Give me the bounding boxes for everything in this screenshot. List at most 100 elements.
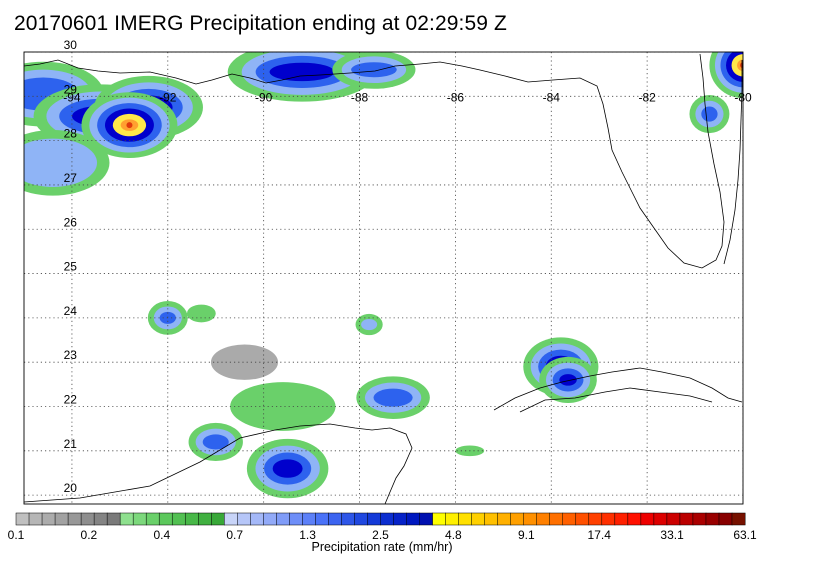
precip-cell — [332, 52, 416, 89]
colorbar-swatch — [705, 512, 720, 526]
colorbar-tick-label: 9.1 — [518, 528, 535, 542]
latitude-label: 20 — [64, 481, 78, 495]
precip-contour-darkblue — [559, 374, 577, 386]
colorbar-tick-label: 0.7 — [226, 528, 243, 542]
latitude-labels: 30 29 28 27 26 25 24 23 22 21 20 — [64, 38, 78, 495]
longitude-label: -92 — [159, 90, 177, 104]
colorbar-swatch — [614, 512, 629, 526]
precip-contour-blue — [373, 388, 413, 407]
latitude-label: 21 — [64, 437, 78, 451]
colorbar-swatch — [523, 512, 538, 526]
colorbar-swatch — [119, 512, 134, 526]
colorbar-swatch — [432, 512, 447, 526]
colorbar-swatch — [28, 512, 43, 526]
colorbar-swatch — [510, 512, 525, 526]
longitude-labels: -94 -92 -90 -88 -86 -84 -82 -80 — [63, 90, 752, 104]
colorbar-swatch — [171, 512, 186, 526]
colorbar-swatch — [250, 512, 264, 526]
colorbar-swatch — [132, 512, 147, 526]
colorbar-swatch — [588, 512, 603, 526]
precip-cell — [539, 356, 597, 403]
longitude-label: -90 — [255, 90, 273, 104]
precip-contour-blue — [351, 62, 397, 78]
colorbar-tick-label: 33.1 — [660, 528, 684, 542]
latitude-label: 26 — [64, 215, 78, 229]
colorbar-swatch — [731, 512, 746, 526]
precip-cell — [230, 382, 336, 431]
colorbar-swatch — [484, 512, 499, 526]
colorbar-swatch — [80, 512, 95, 526]
colorbar-swatch — [15, 512, 30, 526]
precip-contour-darkblue — [272, 459, 303, 478]
colorbar-tick-label: 0.2 — [81, 528, 98, 542]
colorbar-swatch — [419, 512, 434, 526]
latitude-label: 27 — [64, 171, 78, 185]
colorbar-swatch — [380, 512, 394, 526]
coastlines — [24, 53, 743, 504]
precip-cell — [355, 313, 383, 336]
colorbar-tick-label: 17.4 — [588, 528, 612, 542]
colorbar-tick-label: 1.3 — [299, 528, 316, 542]
precip-cell — [186, 304, 216, 323]
colorbar-swatch — [302, 512, 316, 526]
colorbar-tick-label: 2.5 — [372, 528, 389, 542]
colorbar-swatch — [341, 512, 355, 526]
colorbar-swatch — [575, 512, 590, 526]
florida-east-coast — [723, 60, 743, 265]
colorbar-swatch — [497, 512, 512, 526]
latitude-label: 24 — [64, 304, 78, 318]
colorbar-tick-label: 0.4 — [153, 528, 170, 542]
precip-contour-light — [210, 344, 279, 380]
colorbar-swatch — [393, 512, 407, 526]
colorbar-swatch — [718, 512, 733, 526]
colorbar-swatch — [145, 512, 160, 526]
latitude-label: 30 — [64, 38, 78, 52]
precip-cell — [246, 438, 329, 499]
colorbar-swatch — [158, 512, 173, 526]
colorbar: 0.1 0.2 0.4 0.7 1.3 2.5 4.8 9.1 17.4 33.1 63.1 — [8, 512, 757, 542]
precip-contour-lightblue — [24, 138, 98, 187]
colorbar-swatch — [93, 512, 108, 526]
colorbar-swatch — [198, 512, 212, 526]
cuba-coast — [493, 367, 743, 411]
colorbar-swatch — [224, 512, 238, 526]
gulf-coast-north — [24, 53, 725, 269]
precipitation-layer — [24, 52, 743, 499]
latitude-label: 23 — [64, 348, 78, 362]
longitude-label: -94 — [63, 90, 81, 104]
colorbar-swatch — [41, 512, 56, 526]
precip-cell — [689, 94, 730, 134]
colorbar-swatch — [549, 512, 564, 526]
colorbar-swatch — [211, 512, 225, 526]
map-frame — [23, 51, 744, 505]
latitude-label: 25 — [64, 260, 78, 274]
precip-cell — [356, 376, 430, 419]
latitude-label: 29 — [64, 82, 78, 96]
colorbar-swatch — [627, 512, 642, 526]
longitude-label: -82 — [638, 90, 656, 104]
precip-contour-lightblue — [361, 318, 378, 331]
colorbar-tick-label: 0.1 — [8, 528, 25, 542]
precip-contour-green — [186, 304, 216, 323]
longitude-label: -86 — [447, 90, 465, 104]
colorbar-swatch — [237, 512, 251, 526]
precip-contour-blue — [202, 434, 229, 450]
colorbar-swatch — [406, 512, 421, 526]
colorbar-swatch — [289, 512, 303, 526]
latitude-label: 22 — [64, 393, 78, 407]
yucatan-coast — [24, 423, 413, 504]
precip-cell — [709, 52, 743, 99]
colorbar-swatch — [640, 512, 655, 526]
precip-contour-blue — [701, 106, 718, 122]
colorbar-swatch — [666, 512, 681, 526]
colorbar-swatch — [315, 512, 329, 526]
colorbar-tick-label: 4.8 — [445, 528, 462, 542]
precip-contour-green — [230, 382, 336, 431]
colorbar-swatch — [367, 512, 381, 526]
colorbar-swatch — [653, 512, 668, 526]
colorbar-swatch — [276, 512, 290, 526]
precip-cell — [188, 422, 243, 462]
longitude-label: -88 — [351, 90, 369, 104]
page-title: 20170601 IMERG Precipitation ending at 0… — [14, 12, 507, 35]
